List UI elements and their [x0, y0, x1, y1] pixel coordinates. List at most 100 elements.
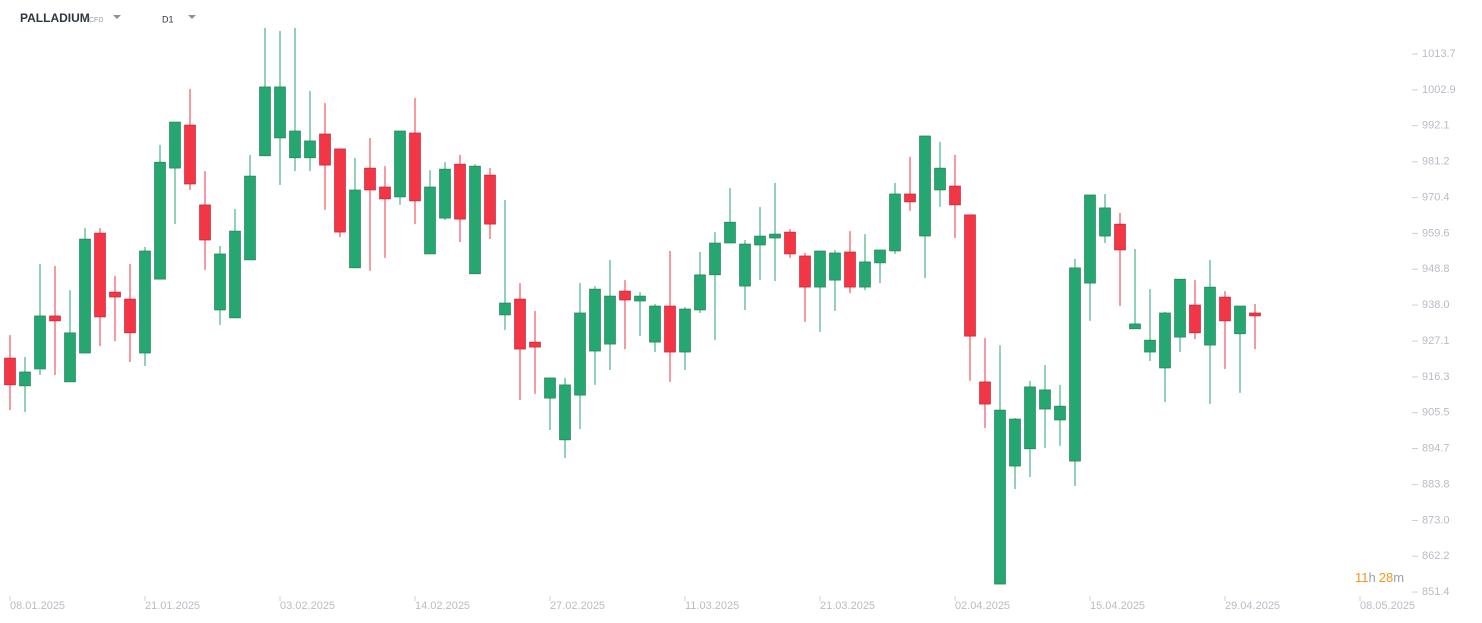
candle-body — [124, 298, 136, 334]
symbol[interactable]: PALLADIUM — [20, 11, 90, 25]
candle-body — [739, 243, 751, 287]
y-tick-label: 851.4 — [1422, 586, 1450, 598]
candle-body — [979, 381, 991, 405]
candle-body — [4, 357, 16, 386]
candle-body — [949, 185, 961, 206]
candle-body — [454, 163, 466, 220]
candle-body — [1189, 304, 1201, 334]
candle-body — [34, 315, 46, 370]
x-tick-label: 27.02.2025 — [550, 600, 605, 612]
candle-body — [1114, 223, 1126, 251]
candle-body — [1174, 278, 1186, 338]
toolbar: PALLADIUM CFD D1 — [20, 11, 196, 25]
x-tick-label: 21.03.2025 — [820, 600, 875, 612]
candle-body — [1234, 305, 1246, 335]
candle-body — [1009, 418, 1021, 467]
candle-body — [859, 261, 871, 288]
candle-body — [934, 167, 946, 191]
candle-body — [229, 230, 241, 319]
candle-body — [709, 242, 721, 276]
candle-body — [1144, 339, 1156, 353]
candle-body — [634, 295, 646, 302]
y-tick-label: 970.4 — [1422, 192, 1450, 204]
y-tick-label: 948.8 — [1422, 263, 1450, 275]
candle-body — [829, 252, 841, 281]
candle-body — [349, 189, 361, 269]
candle-body — [619, 290, 631, 301]
countdown-hours: 11 — [1355, 570, 1369, 585]
candle-body — [874, 249, 886, 264]
x-tick-label: 14.02.2025 — [415, 600, 470, 612]
y-tick-label: 1013.7 — [1422, 48, 1456, 60]
y-tick-label: 927.1 — [1422, 335, 1450, 347]
candle-body — [769, 233, 781, 239]
candle-body — [799, 255, 811, 288]
candle-body — [1069, 267, 1081, 462]
candle-body — [1159, 312, 1171, 369]
candle-body — [1249, 312, 1261, 317]
x-tick-label: 03.02.2025 — [280, 600, 335, 612]
candle-body — [724, 221, 736, 244]
candle-body — [1039, 389, 1051, 410]
x-tick-label: 21.01.2025 — [145, 600, 200, 612]
candle-body — [79, 238, 91, 354]
candle-body — [544, 377, 556, 399]
candle-body — [604, 295, 616, 345]
candle-body — [1219, 296, 1231, 322]
y-tick-label: 981.2 — [1422, 156, 1450, 168]
dropdown-arrow[interactable] — [113, 15, 121, 19]
timeframe[interactable]: D1 — [162, 14, 174, 24]
y-tick-label: 905.5 — [1422, 407, 1450, 419]
y-tick-label: 938.0 — [1422, 299, 1450, 311]
candle-body — [1204, 286, 1216, 346]
candle-body — [424, 186, 436, 255]
y-tick-label: 862.2 — [1422, 550, 1450, 562]
candle-body — [889, 193, 901, 252]
candle-body — [919, 135, 931, 237]
candle-body — [259, 86, 271, 157]
candle-body — [514, 298, 526, 350]
y-tick-label: 916.3 — [1422, 371, 1450, 383]
candle-body — [409, 132, 421, 202]
candle-body — [49, 315, 61, 322]
x-tick-label: 11.03.2025 — [685, 600, 739, 612]
candle-body — [814, 250, 826, 288]
countdown-minutes: 28 — [1379, 570, 1393, 585]
candle-body — [19, 371, 31, 387]
x-tick-label: 02.04.2025 — [955, 600, 1010, 612]
countdown-unit: h — [1369, 570, 1376, 585]
y-tick-label: 894.7 — [1422, 442, 1450, 454]
candle-body — [109, 291, 121, 298]
y-tick-label: 873.0 — [1422, 514, 1450, 526]
candle-body — [664, 305, 676, 353]
y-tick-label: 883.8 — [1422, 479, 1450, 491]
candle-body — [274, 86, 286, 139]
candle-body — [844, 251, 856, 288]
candle-body — [559, 384, 571, 441]
countdown: 11h 28m — [1355, 570, 1404, 585]
candle-body — [754, 235, 766, 246]
dropdown-arrow[interactable] — [188, 15, 196, 19]
candle-body — [64, 332, 76, 383]
candle-body — [184, 124, 196, 185]
candle-body — [964, 214, 976, 337]
y-tick-label: 959.6 — [1422, 227, 1450, 239]
y-tick-label: 1002.9 — [1422, 84, 1456, 96]
candle-body — [1084, 194, 1096, 284]
candle-body — [649, 305, 661, 343]
candle-body — [589, 288, 601, 352]
candle-body — [679, 308, 691, 353]
candle-body — [319, 133, 331, 166]
candle-body — [499, 302, 511, 316]
candle-body — [244, 175, 256, 261]
y-tick-label: 992.1 — [1422, 120, 1450, 132]
candle-body — [439, 168, 451, 219]
candle-body — [994, 409, 1006, 585]
x-tick-label: 08.01.2025 — [10, 600, 65, 612]
candle-body — [364, 167, 376, 191]
candle-body — [214, 253, 226, 311]
candle-body — [154, 161, 166, 280]
x-tick-label: 08.05.2025 — [1360, 600, 1415, 612]
